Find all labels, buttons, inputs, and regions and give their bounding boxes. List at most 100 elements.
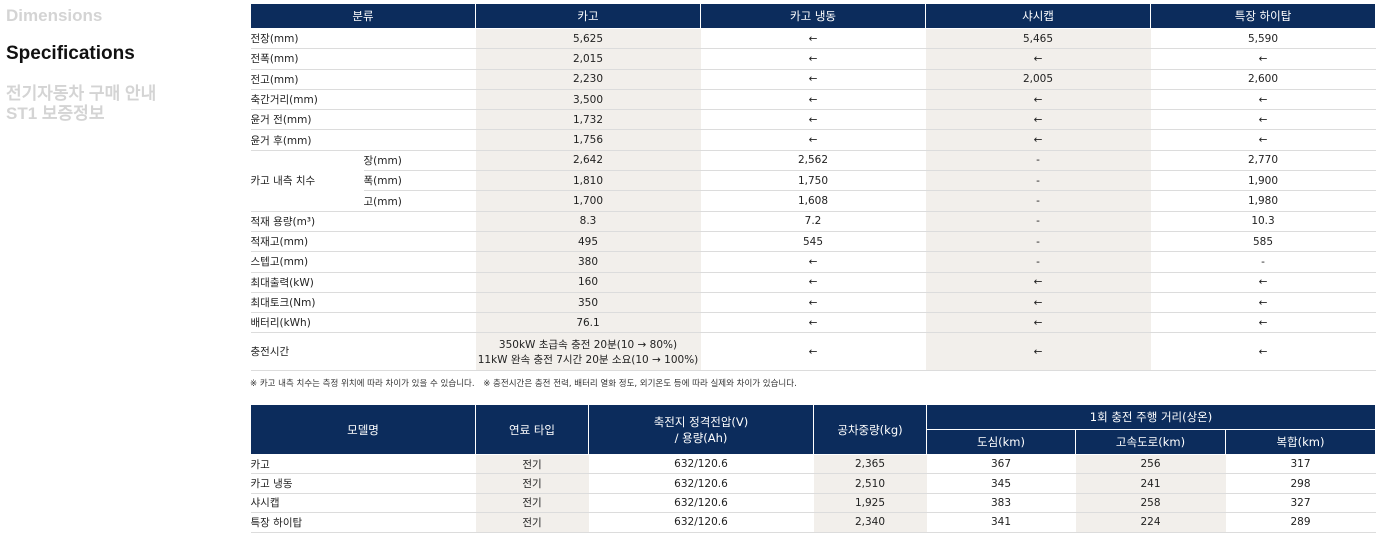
data-cell: ← [1150,109,1376,131]
data-cell: ← [925,109,1151,131]
data-cell: 전기 [475,493,589,514]
data-cell: 2,510 [813,473,927,494]
data-cell: 2,770 [1150,150,1376,172]
data-cell: 전기 [475,454,589,475]
header-cell: 모델명 [250,405,476,455]
note: ※ 카고 내측 치수는 측정 위치에 따라 차이가 있을 수 있습니다. [250,379,475,389]
data-cell: 258 [1075,493,1226,514]
cell-line: / 용량(Ah) [674,430,728,445]
data-cell: 1,900 [1150,170,1376,192]
spec-subrow: 폭(mm) 1,810 1,750-1,900 [251,170,1376,192]
data-cell: - [1150,251,1376,273]
data-cell: ← [925,272,1151,293]
subheader-cell: 고속도로(km) [1075,429,1226,455]
data-cell: 327 [1225,493,1376,514]
range-row: 카고 전기 632/120.6 2,365 367 256 317 [250,454,1376,475]
data-cell: ← [1150,312,1376,334]
nav-link[interactable]: Dimensions [6,6,103,25]
range-row: 샤시캡 전기 632/120.6 1,925 383 258 327 [250,493,1376,514]
cell-line: 11kW 완속 충전 7시간 20분 소요(10 → 100%) [477,353,699,366]
spec-row: 윤거 후(mm) 1,756 ← ← ← [250,129,1376,151]
row-label: 윤거 전(mm) [250,109,476,131]
data-cell: 632/120.6 [588,473,814,494]
side-nav: Dimensions Specifications 전기자동차 구매 안내 ST… [6,6,236,124]
data-cell: ← [700,129,926,151]
data-cell: 632/120.6 [588,454,814,475]
spec-table: 분류 카고 카고 냉동 샤시캡 특장 하이탑 전장(mm) 5,625 ← 5,465 5,590… [249,4,1377,372]
data-cell: 5,465 [925,28,1151,50]
row-label: 카고 냉동 [250,473,476,494]
data-cell: 2,600 [1150,69,1376,90]
data-cell: 2,230 [475,69,701,90]
data-cell: 345 [926,473,1076,494]
spec-row: 최대토크(Nm) 350 ← ← ← [250,292,1376,314]
row-label: 축간거리(mm) [250,89,476,111]
data-cell: ← [700,332,926,372]
data-cell: ← [700,69,926,90]
data-cell: 10.3 [1150,211,1376,232]
row-label: 적재 용량(m³) [250,211,476,232]
data-cell: ← [700,251,926,273]
header-cell: 분류 [249,4,477,29]
data-cell: 1,925 [813,493,927,514]
group-label: 카고 내측 치수 [250,150,364,212]
nav-link-active[interactable]: Specifications [6,43,135,64]
data-cell: ← [1150,332,1376,372]
data-cell: 2,562 [700,150,926,172]
data-cell: ← [700,109,926,131]
data-cell: 380 [475,251,701,273]
row-label: 전폭(mm) [250,48,476,70]
data-cell: 1,700 [475,190,701,212]
data-cell: 5,625 [475,28,701,50]
data-cell: 224 [1075,512,1226,533]
data-cell: 1,980 [1150,190,1376,212]
data-cell: 2,015 [475,48,701,70]
sub-label: 장(mm) [363,150,476,172]
data-cell: 160 [475,272,701,293]
data-cell: ← [1150,48,1376,70]
header-row: 모델명 연료 타입 축전지 정격전압(V) / 용량(Ah) 공차중량(kg) 1회 충전… [250,405,1377,455]
note: ※ 충전시간은 충전 전력, 배터리 열화 정도, 외기온도 등에 따라 실제와… [483,379,797,389]
data-cell: 545 [700,231,926,253]
header-cell: 카고 [475,4,702,29]
data-cell: ← [1150,89,1376,111]
data-cell: - [925,231,1151,253]
subheader-cell: 도심(km) [926,429,1076,455]
data-cell: 1,756 [475,129,701,151]
data-cell: ← [700,28,926,50]
data-cell: 317 [1225,454,1376,475]
data-cell: 289 [1225,512,1376,533]
spec-row: 최대출력(kW) 160 ← ← ← [250,272,1376,293]
row-label: 특장 하이탑 [250,512,476,533]
data-cell: 495 [475,231,701,253]
spec-row: 전폭(mm) 2,015 ← ← ← [250,48,1376,70]
row-label: 적재고(mm) [250,231,476,253]
data-cell: 298 [1225,473,1376,494]
spec-row: 배터리(kWh) 76.1 ← ← ← [250,312,1376,334]
data-cell: ← [925,312,1151,334]
header-row: 도심(km) 고속도로(km) 복합(km) [251,429,1377,455]
nav-link[interactable]: ST1 보증정보 [6,104,105,123]
header-cell: 카고 냉동 [700,4,927,29]
data-cell: 350kW 초급속 충전 20분(10 → 80%) 11kW 완속 충전 7시간… [475,332,701,372]
header-cell: 축전지 정격전압(V) / 용량(Ah) [588,405,814,455]
nav-link[interactable]: 전기자동차 구매 안내 [6,84,157,103]
row-label: 최대출력(kW) [250,272,476,293]
data-cell: 632/120.6 [588,493,814,514]
data-cell: 5,590 [1150,28,1376,50]
sub-label: 폭(mm) [363,170,476,192]
data-cell: 7.2 [700,211,926,232]
data-cell: ← [700,272,926,293]
data-cell: 241 [1075,473,1226,494]
header-cell: 특장 하이탑 [1150,4,1377,29]
data-cell: 350 [475,292,701,314]
notes: ※ 카고 내측 치수는 측정 위치에 따라 차이가 있을 수 있습니다. ※ 충… [250,377,803,389]
data-cell: - [925,170,1151,192]
data-cell: 1,750 [700,170,926,192]
row-label: 충전시간 [250,332,476,372]
table-body: 카고 전기 632/120.6 2,365 367 256 317 카고 냉동 전기 632/12… [250,454,1376,533]
spec-row: 전고(mm) 2,230 ← 2,005 2,600 [250,69,1376,90]
spec-row: 적재고(mm) 495 545-585 [250,231,1376,253]
data-cell: ← [700,48,926,70]
